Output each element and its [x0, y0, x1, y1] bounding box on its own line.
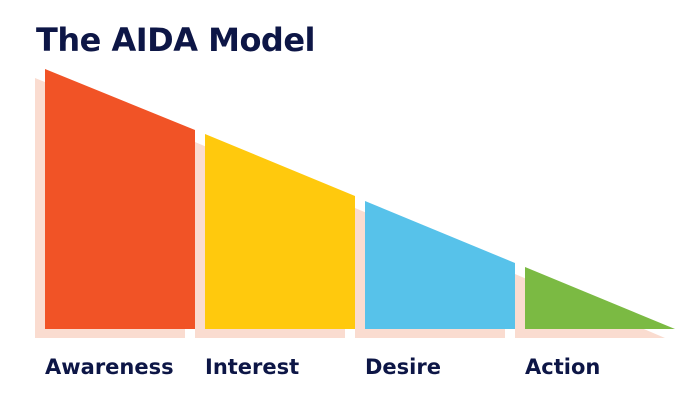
- stage-label-awareness: Awareness: [45, 355, 174, 379]
- stage-label-interest: Interest: [205, 355, 300, 379]
- stage-shape-desire: [365, 201, 515, 329]
- stage-label-action: Action: [525, 355, 601, 379]
- page-title: The AIDA Model: [36, 21, 316, 59]
- stage-label-desire: Desire: [365, 355, 441, 379]
- stage-shape-interest: [205, 134, 355, 329]
- stage-shape-action: [525, 267, 675, 329]
- stage-shape-awareness: [45, 69, 195, 329]
